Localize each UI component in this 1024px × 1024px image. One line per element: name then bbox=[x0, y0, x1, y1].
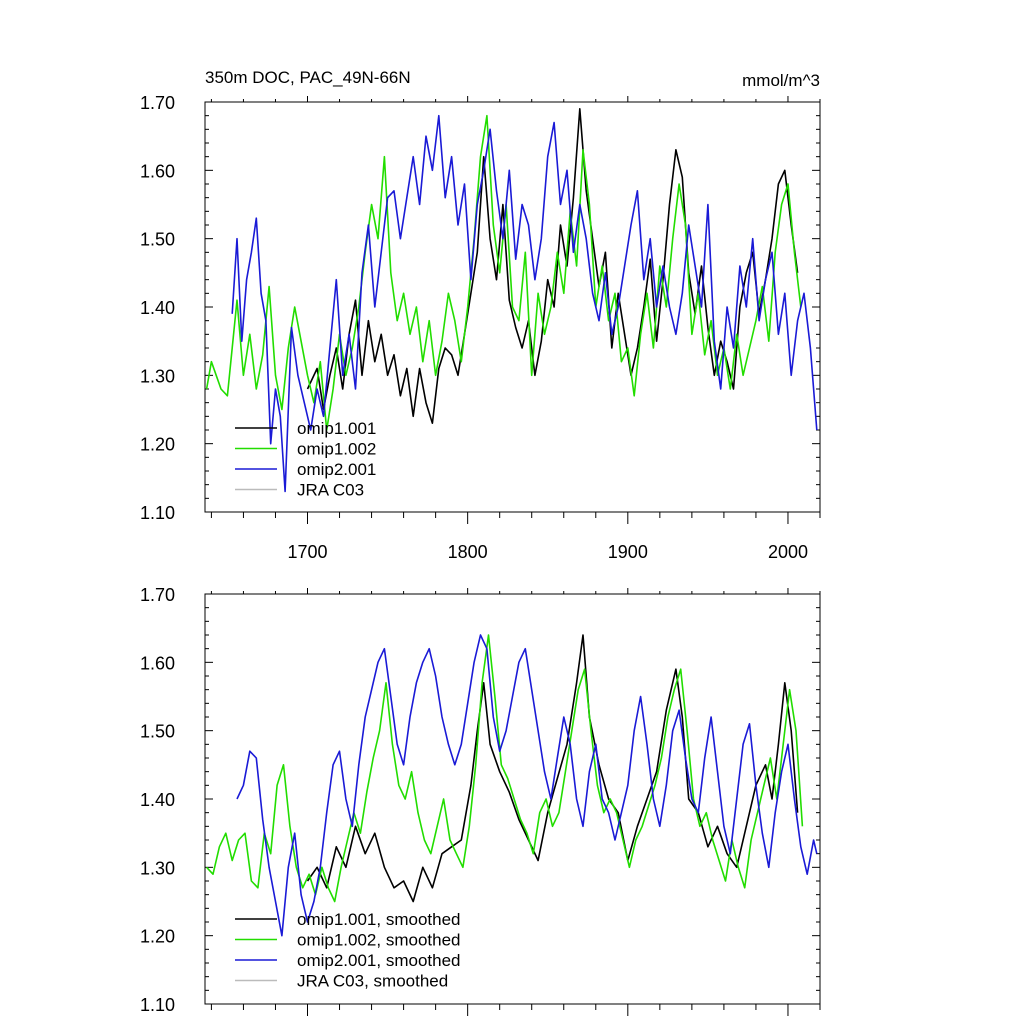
y-tick-label: 1.10 bbox=[140, 995, 175, 1015]
legend-label: omip1.001 bbox=[297, 419, 376, 438]
series-line-omip1-001-smoothed bbox=[306, 634, 799, 903]
series-group bbox=[206, 634, 818, 937]
panel-smoothed: 1.10 1.20 1.30 1.40 1.50 1.60 1.70 omip1.001, s… bbox=[140, 585, 821, 1016]
y-tick-label: 1.60 bbox=[140, 653, 175, 673]
y-tick-label: 1.20 bbox=[140, 927, 175, 947]
x-tick-label: 1800 bbox=[448, 542, 488, 562]
y-tick-label: 1.50 bbox=[140, 230, 175, 250]
y-tick-label: 1.40 bbox=[140, 298, 175, 318]
y-tick-label: 1.10 bbox=[140, 503, 175, 523]
legend-label: omip1.002 bbox=[297, 440, 376, 459]
x-tick-label: 2000 bbox=[768, 542, 808, 562]
legend-label: JRA C03 bbox=[297, 481, 364, 500]
series-line-omip1-001 bbox=[306, 108, 799, 425]
panel-raw: 1.10 1.20 1.30 1.40 1.50 1.60 1.70 1700 1800 1900… bbox=[140, 93, 821, 562]
y-tick-label: 1.70 bbox=[140, 585, 175, 605]
y-tick-label: 1.40 bbox=[140, 790, 175, 810]
series-line-omip1-002-smoothed bbox=[206, 634, 804, 903]
legend-label: omip1.002, smoothed bbox=[297, 931, 461, 950]
y-tick-label: 1.20 bbox=[140, 435, 175, 455]
y-tick-label: 1.70 bbox=[140, 93, 175, 113]
y-tick-label: 1.30 bbox=[140, 366, 175, 386]
units-label: mmol/m^3 bbox=[742, 71, 820, 90]
legend-label: omip2.001, smoothed bbox=[297, 951, 461, 970]
series-group bbox=[205, 108, 818, 493]
series-line-omip2-001-smoothed bbox=[236, 634, 818, 937]
legend-label: omip1.001, smoothed bbox=[297, 910, 461, 929]
series-line-omip2-001 bbox=[231, 114, 818, 493]
chart-title: 350m DOC, PAC_49N-66N bbox=[205, 68, 411, 87]
legend-label: JRA C03, smoothed bbox=[297, 972, 448, 991]
y-tick-label: 1.50 bbox=[140, 722, 175, 742]
legend-label: omip2.001 bbox=[297, 460, 376, 479]
y-tick-label: 1.60 bbox=[140, 161, 175, 181]
x-tick-label: 1700 bbox=[287, 542, 327, 562]
y-tick-label: 1.30 bbox=[140, 858, 175, 878]
series-line-omip1-002 bbox=[205, 114, 802, 431]
x-tick-label: 1900 bbox=[608, 542, 648, 562]
